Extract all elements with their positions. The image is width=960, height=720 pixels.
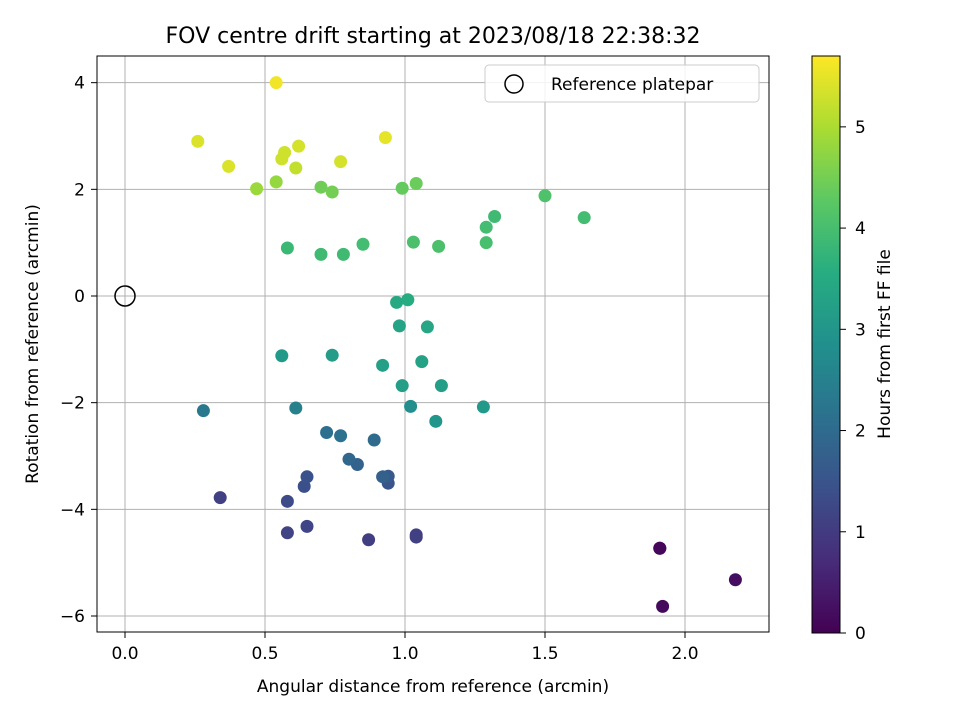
data-point bbox=[222, 159, 236, 173]
data-point bbox=[376, 470, 390, 484]
data-point bbox=[280, 241, 294, 255]
data-point bbox=[289, 401, 303, 415]
data-point bbox=[275, 349, 289, 363]
x-axis-label: Angular distance from reference (arcmin) bbox=[257, 677, 609, 697]
data-point bbox=[476, 400, 490, 414]
colorbar-tick-label: 0 bbox=[855, 624, 866, 644]
data-point bbox=[420, 320, 434, 334]
data-point bbox=[250, 182, 264, 196]
data-point bbox=[213, 491, 227, 505]
data-point bbox=[292, 139, 306, 153]
data-point bbox=[356, 237, 370, 251]
data-point bbox=[362, 533, 376, 547]
data-point bbox=[269, 175, 283, 189]
data-point bbox=[289, 161, 303, 175]
y-tick-label: 4 bbox=[74, 74, 85, 94]
colorbar-label: Hours from first FF file bbox=[875, 249, 895, 439]
data-point bbox=[314, 247, 328, 261]
data-point bbox=[336, 247, 350, 261]
data-point bbox=[409, 528, 423, 542]
colorbar-ticks: 0 1 2 3 4 5 bbox=[840, 118, 866, 644]
legend[interactable]: Reference platepar bbox=[484, 64, 760, 103]
grid-lines bbox=[97, 56, 769, 632]
data-point bbox=[367, 433, 381, 447]
data-point bbox=[280, 526, 294, 540]
y-tick-label: −6 bbox=[60, 607, 85, 627]
data-point bbox=[191, 134, 205, 148]
data-point bbox=[432, 239, 446, 253]
data-point bbox=[376, 358, 390, 372]
data-point bbox=[653, 541, 667, 555]
y-tick-label: 2 bbox=[74, 180, 85, 200]
data-point bbox=[325, 185, 339, 199]
data-point bbox=[390, 295, 404, 309]
data-point bbox=[325, 348, 339, 362]
y-tick-label: −4 bbox=[60, 500, 85, 520]
y-axis-ticks: −6 −4 −2 0 2 4 bbox=[60, 74, 97, 627]
data-point bbox=[269, 76, 283, 90]
chart-title: FOV centre drift starting at 2023/08/18 … bbox=[166, 24, 701, 49]
data-point bbox=[278, 146, 292, 160]
data-point bbox=[406, 235, 420, 249]
legend-box bbox=[484, 64, 760, 103]
data-point bbox=[378, 131, 392, 145]
data-point bbox=[429, 414, 443, 428]
data-point bbox=[300, 470, 314, 484]
reference-platepar-marker bbox=[114, 285, 136, 307]
data-point bbox=[488, 210, 502, 224]
data-point bbox=[401, 293, 415, 307]
plot-frame bbox=[96, 55, 770, 633]
colorbar-tick-label: 4 bbox=[855, 219, 866, 239]
data-point bbox=[538, 189, 552, 203]
x-tick-label: 0.5 bbox=[251, 644, 278, 664]
data-point bbox=[334, 429, 348, 443]
data-point bbox=[300, 519, 314, 533]
data-point bbox=[479, 220, 493, 234]
data-point bbox=[434, 379, 448, 393]
data-point bbox=[656, 599, 670, 613]
data-point bbox=[342, 452, 356, 466]
data-point bbox=[404, 399, 418, 413]
x-tick-label: 2.0 bbox=[671, 644, 698, 664]
data-point bbox=[334, 155, 348, 169]
data-point bbox=[409, 176, 423, 190]
x-axis-ticks: 0.0 0.5 1.0 1.5 2.0 bbox=[111, 632, 699, 664]
x-tick-label: 1.0 bbox=[391, 644, 418, 664]
data-point bbox=[392, 319, 406, 333]
data-point bbox=[196, 404, 210, 418]
y-axis-label: Rotation from reference (arcmin) bbox=[23, 204, 43, 484]
y-tick-label: −2 bbox=[60, 394, 85, 414]
x-tick-label: 0.0 bbox=[111, 644, 138, 664]
data-point bbox=[577, 211, 591, 225]
data-point bbox=[320, 426, 334, 440]
y-tick-label: 0 bbox=[74, 287, 85, 307]
colorbar-tick-label: 2 bbox=[855, 422, 866, 442]
x-tick-label: 1.5 bbox=[531, 644, 558, 664]
colorbar bbox=[811, 55, 841, 634]
data-points bbox=[191, 76, 742, 613]
reference-marker-group bbox=[114, 285, 136, 307]
data-point bbox=[415, 355, 429, 369]
data-point bbox=[314, 180, 328, 194]
data-point bbox=[728, 573, 742, 587]
colorbar-tick-label: 1 bbox=[855, 523, 866, 543]
data-point bbox=[280, 494, 294, 508]
data-point bbox=[395, 181, 409, 195]
colorbar-tick-label: 3 bbox=[855, 320, 866, 340]
legend-label: Reference platepar bbox=[551, 75, 713, 95]
data-point bbox=[395, 379, 409, 393]
data-point bbox=[479, 236, 493, 250]
colorbar-tick-label: 5 bbox=[855, 118, 866, 138]
legend-marker-circle-icon bbox=[504, 74, 524, 94]
